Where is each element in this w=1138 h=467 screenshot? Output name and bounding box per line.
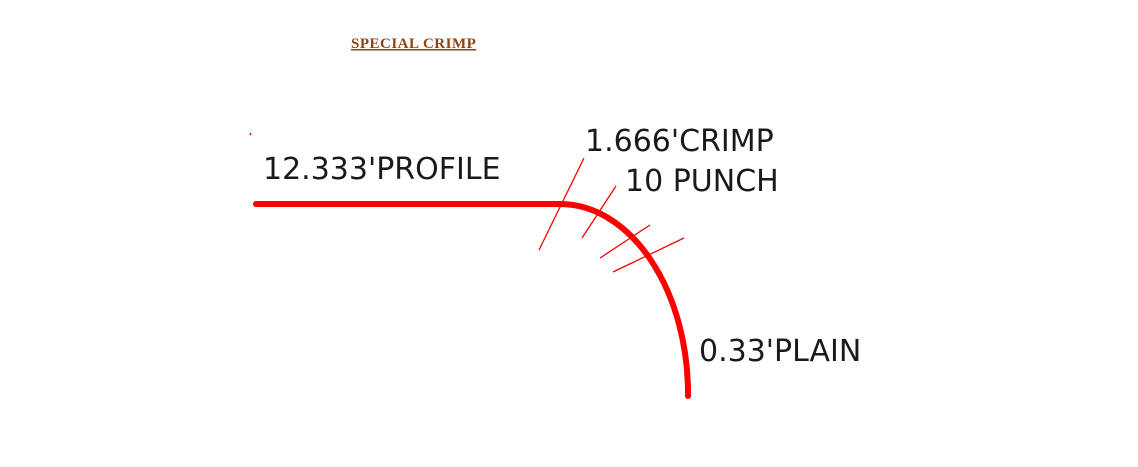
crimp-tick-2: [599, 224, 651, 259]
plain-label: 0.33'PLAIN: [699, 334, 861, 369]
crimp-end-tick: [612, 237, 685, 273]
profile-label: 12.333'PROFILE: [263, 152, 501, 187]
diagram-title: SPECIAL CRIMP: [351, 36, 476, 52]
stray-mark: [249, 132, 252, 136]
punch-label: 10 PUNCH: [625, 164, 779, 199]
crimp-tick-1: [581, 185, 617, 239]
crimp-label: 1.666'CRIMP: [585, 124, 774, 159]
crimp-start-tick: [538, 157, 585, 251]
profile-line: [253, 201, 692, 399]
